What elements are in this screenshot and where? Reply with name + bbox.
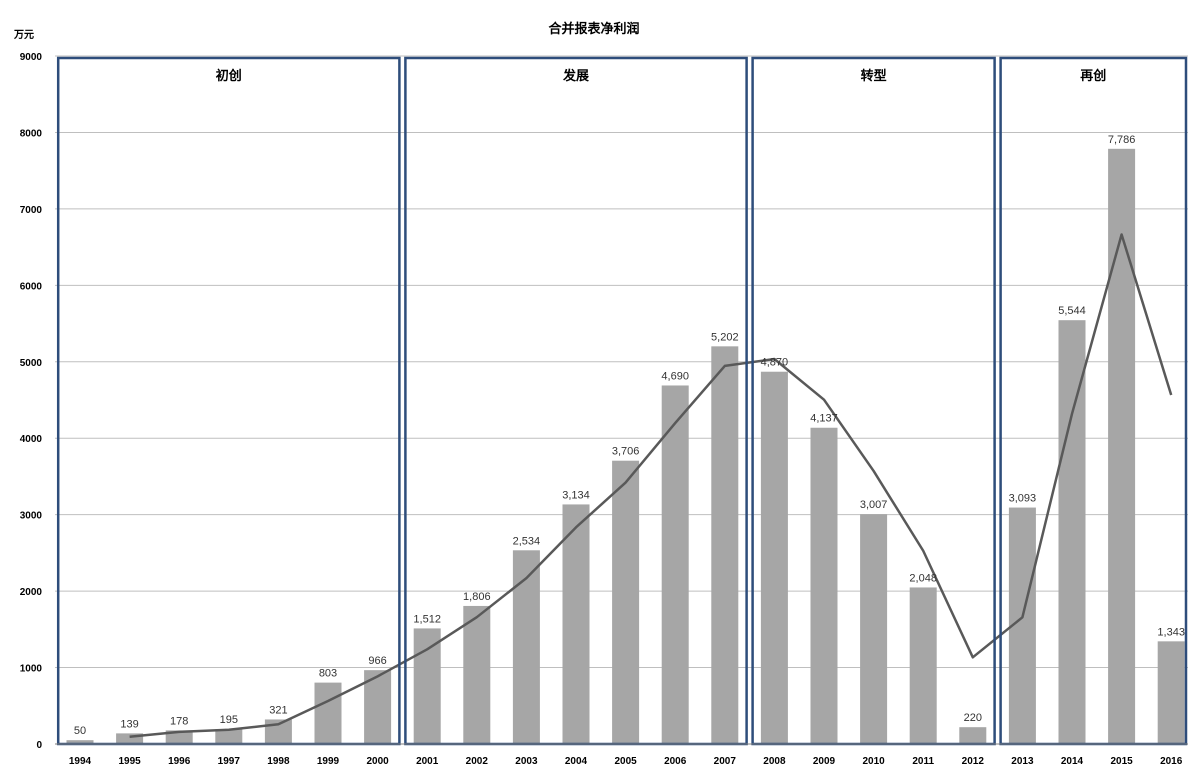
data-labels: 50 139 178 195 321 803 966 1,512 1,806 2,534 3,134… bbox=[74, 134, 1185, 737]
bar bbox=[711, 346, 739, 744]
phase-label: 发展 bbox=[562, 68, 590, 83]
data-label: 220 bbox=[964, 712, 982, 724]
grid-lines bbox=[55, 55, 1188, 669]
data-label: 3,134 bbox=[562, 489, 590, 501]
x-tick-label: 1997 bbox=[218, 756, 241, 767]
phase-label: 初创 bbox=[216, 68, 242, 83]
y-tick-label: 5000 bbox=[20, 358, 43, 369]
bar bbox=[959, 727, 987, 744]
bar bbox=[661, 385, 689, 744]
data-label: 195 bbox=[220, 714, 238, 726]
data-label: 4,690 bbox=[661, 370, 689, 382]
x-tick-label: 1996 bbox=[168, 756, 191, 767]
x-tick-label: 2016 bbox=[1160, 756, 1183, 767]
data-label: 1,806 bbox=[463, 591, 491, 603]
data-label: 3,093 bbox=[1009, 493, 1037, 505]
data-label: 4,870 bbox=[761, 357, 789, 369]
x-tick-label: 2009 bbox=[813, 756, 836, 767]
data-label: 139 bbox=[120, 718, 138, 730]
x-tick-label: 2006 bbox=[664, 756, 687, 767]
y-unit-label: 万元 bbox=[13, 29, 34, 41]
x-tick-label: 2013 bbox=[1011, 756, 1034, 767]
x-tick-label: 1994 bbox=[69, 756, 92, 767]
data-label: 2,534 bbox=[513, 535, 541, 547]
line-series bbox=[129, 233, 1173, 738]
x-tick-label: 1998 bbox=[267, 756, 290, 767]
trend-line bbox=[129, 233, 1173, 738]
x-tick-label: 2015 bbox=[1110, 756, 1133, 767]
x-tick-label: 1999 bbox=[317, 756, 340, 767]
x-tick-label: 2000 bbox=[366, 756, 389, 767]
x-tick-label: 2003 bbox=[515, 756, 538, 767]
data-label: 4,137 bbox=[810, 413, 838, 425]
bar bbox=[1058, 320, 1086, 744]
bar bbox=[860, 514, 888, 744]
bar bbox=[314, 682, 342, 744]
data-label: 966 bbox=[368, 655, 386, 667]
x-tick-label: 2005 bbox=[614, 756, 637, 767]
bar bbox=[909, 587, 937, 744]
bar bbox=[810, 427, 838, 744]
x-tick-label: 1995 bbox=[118, 756, 141, 767]
data-label: 3,706 bbox=[612, 446, 640, 458]
data-label: 5,544 bbox=[1058, 305, 1086, 317]
data-label: 2,048 bbox=[909, 572, 937, 584]
data-label: 1,512 bbox=[413, 613, 441, 625]
bar bbox=[612, 460, 640, 744]
bar bbox=[413, 628, 441, 744]
y-tick-label: 1000 bbox=[20, 664, 43, 675]
y-tick-label: 7000 bbox=[20, 205, 43, 216]
chart-title: 合并报表净利润 bbox=[548, 21, 639, 36]
phase-label: 转型 bbox=[861, 68, 887, 83]
x-tick-label: 2014 bbox=[1061, 756, 1084, 767]
phase-box bbox=[56, 56, 401, 746]
y-tick-label: 9000 bbox=[20, 52, 43, 63]
phase-label: 再创 bbox=[1080, 68, 1106, 83]
x-tick-label: 2001 bbox=[416, 756, 439, 767]
y-tick-label: 2000 bbox=[20, 587, 43, 598]
x-tick-label: 2004 bbox=[565, 756, 588, 767]
bar bbox=[1157, 641, 1185, 744]
data-label: 1,343 bbox=[1157, 626, 1185, 638]
data-label: 321 bbox=[269, 704, 287, 716]
y-tick-label: 6000 bbox=[20, 281, 43, 292]
y-tick-label: 4000 bbox=[20, 434, 43, 445]
x-tick-label: 2007 bbox=[714, 756, 737, 767]
data-label: 3,007 bbox=[860, 499, 888, 511]
bar bbox=[1108, 148, 1136, 744]
bar bbox=[116, 733, 144, 744]
data-label: 50 bbox=[74, 725, 86, 737]
x-tick-label: 2010 bbox=[862, 756, 885, 767]
data-label: 178 bbox=[170, 715, 188, 727]
bar bbox=[66, 740, 94, 744]
bar bbox=[512, 550, 540, 744]
x-tick-label: 2002 bbox=[466, 756, 489, 767]
y-tick-label: 8000 bbox=[20, 128, 43, 139]
y-tick-label: 0 bbox=[36, 740, 42, 751]
bar bbox=[760, 371, 788, 744]
bar bbox=[364, 670, 392, 744]
bar bbox=[215, 729, 243, 744]
y-tick-label: 3000 bbox=[20, 511, 43, 522]
bar bbox=[463, 605, 491, 744]
data-label: 5,202 bbox=[711, 331, 739, 343]
bar-series bbox=[66, 148, 1185, 744]
axes: 0 1000 2000 3000 4000 5000 6000 7000 8000 9000 199… bbox=[20, 52, 1188, 767]
x-tick-label: 2011 bbox=[912, 756, 934, 767]
data-label: 803 bbox=[319, 668, 337, 680]
bar bbox=[562, 504, 590, 744]
x-tick-label: 2012 bbox=[962, 756, 985, 767]
data-label: 7,786 bbox=[1108, 134, 1136, 146]
x-tick-label: 2008 bbox=[763, 756, 786, 767]
bar bbox=[165, 730, 193, 744]
